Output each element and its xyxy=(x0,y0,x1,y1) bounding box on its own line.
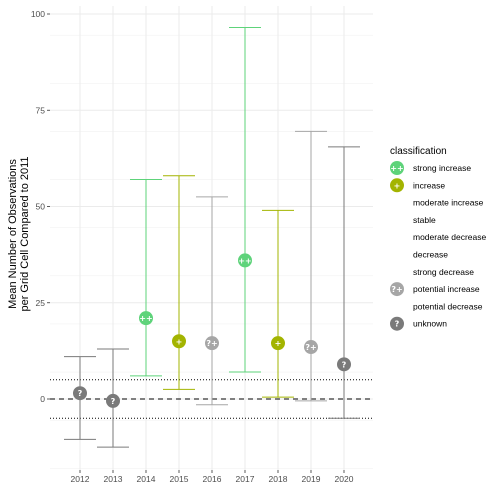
legend-entry: moderate increase xyxy=(413,198,484,208)
data-point-marker xyxy=(337,357,351,372)
legend-label: moderate decrease xyxy=(413,232,487,242)
error-bar xyxy=(229,26,261,373)
legend-entry: moderate decrease xyxy=(413,232,487,242)
data-point: ?+ xyxy=(304,340,318,355)
x-tick-label: 2015 xyxy=(170,474,189,484)
legend-key xyxy=(390,316,404,331)
legend-label: potential decrease xyxy=(413,301,483,311)
legend-label: potential increase xyxy=(413,284,480,294)
data-point-marker xyxy=(205,336,219,351)
x-tick-label: 2018 xyxy=(269,474,288,484)
data-point-marker xyxy=(271,336,285,351)
legend-entry: strong decrease xyxy=(413,267,474,277)
legend-label: moderate increase xyxy=(413,198,484,208)
data-point-marker xyxy=(304,340,318,355)
data-point-glyph: ? xyxy=(111,397,116,406)
x-tick-label: 2013 xyxy=(104,474,123,484)
data-points: ??+++ ?++++ ?+? xyxy=(73,253,351,408)
legend-key xyxy=(390,161,404,175)
legend-entry: stable xyxy=(413,215,436,225)
legend-entry: decrease xyxy=(413,250,448,260)
data-point-glyph: + xyxy=(275,339,282,348)
data-point-glyph: ++ xyxy=(238,256,251,265)
legend-label: strong increase xyxy=(413,163,471,173)
legend-title: classification xyxy=(390,146,447,157)
y-tick-label: 100 xyxy=(31,9,45,19)
data-point-glyph: ?+ xyxy=(206,339,217,348)
x-tick-label: 2014 xyxy=(137,474,156,484)
x-axis-ticks: 2012 2013 2014 2015 2016 2017 2018 2019 2020 xyxy=(71,470,354,484)
x-tick-label: 2012 xyxy=(71,474,90,484)
y-tick-label: 25 xyxy=(36,298,46,308)
error-bar xyxy=(262,209,294,398)
y-axis-title: Mean Number of Observations per Grid Cel… xyxy=(7,156,31,311)
error-bar xyxy=(328,146,360,419)
data-point: + xyxy=(172,334,186,349)
data-point: + xyxy=(271,336,285,351)
x-tick-label: 2020 xyxy=(335,474,354,484)
y-axis-ticks: 0 25 50 75 100 xyxy=(31,9,50,404)
legend-key-glyph: + xyxy=(394,181,401,190)
data-point-marker xyxy=(73,386,87,401)
legend-key-glyph: ? xyxy=(395,320,400,329)
legend-label: strong decrease xyxy=(413,267,474,277)
x-tick-label: 2017 xyxy=(236,474,255,484)
legend-label: increase xyxy=(413,180,445,190)
data-point-glyph: ? xyxy=(78,389,83,398)
legend-entry: ? unknown xyxy=(390,316,447,331)
error-bar xyxy=(196,196,228,406)
data-point-marker xyxy=(238,253,252,268)
data-point: ? xyxy=(337,357,351,372)
data-point: ++ xyxy=(139,311,153,326)
legend-key xyxy=(390,282,404,297)
data-point: ? xyxy=(106,393,120,408)
y-tick-label: 75 xyxy=(36,105,46,115)
y-tick-label: 0 xyxy=(40,394,45,404)
data-point-glyph: + xyxy=(176,337,183,346)
legend-key-glyph: ?+ xyxy=(391,285,402,294)
legend-entry: ?+ potential increase xyxy=(390,282,480,297)
error-bar xyxy=(130,179,162,377)
data-point: ++ xyxy=(238,253,252,268)
y-tick-label: 50 xyxy=(36,202,46,212)
data-point-marker xyxy=(139,311,153,326)
y-axis-title-line-1: Mean Number of Observations xyxy=(7,159,19,309)
x-tick-label: 2019 xyxy=(302,474,321,484)
data-point-glyph: ?+ xyxy=(305,343,316,352)
error-bar xyxy=(163,175,195,390)
data-point-glyph: ? xyxy=(342,360,347,369)
legend: classification ++ strong increase + increas… xyxy=(390,146,487,331)
data-point-marker xyxy=(172,334,186,349)
data-point-glyph: ++ xyxy=(139,314,152,323)
data-point: ?+ xyxy=(205,336,219,351)
legend-key-glyph: ++ xyxy=(390,164,403,173)
legend-key xyxy=(390,178,404,193)
legend-entry: ++ strong increase xyxy=(390,161,471,175)
error-bar xyxy=(295,130,327,402)
data-point: ? xyxy=(73,386,87,401)
y-axis-title-line-2: per Grid Cell Compared to 2011 xyxy=(19,156,31,311)
legend-entry: potential decrease xyxy=(413,301,483,311)
legend-entry: + increase xyxy=(390,178,445,193)
data-point-marker xyxy=(106,393,120,408)
legend-label: decrease xyxy=(413,250,448,260)
legend-label: unknown xyxy=(413,319,447,329)
x-tick-label: 2016 xyxy=(203,474,222,484)
plot-panel: ??+++ ?++++ ?+? xyxy=(50,6,373,470)
legend-label: stable xyxy=(413,215,436,225)
